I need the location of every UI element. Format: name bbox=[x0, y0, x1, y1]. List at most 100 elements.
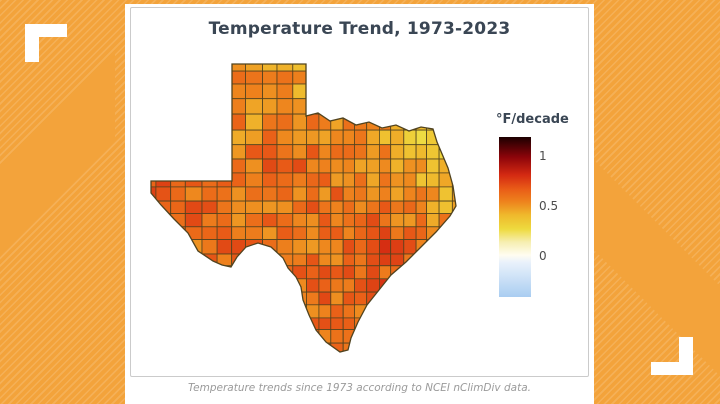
county-cell bbox=[276, 239, 294, 255]
county-cell bbox=[276, 158, 294, 174]
county-cell bbox=[318, 213, 332, 228]
county-cell bbox=[292, 226, 307, 241]
county-cell bbox=[342, 172, 356, 188]
county-cell bbox=[306, 239, 320, 255]
county-cell bbox=[354, 200, 368, 215]
county-cell bbox=[276, 70, 294, 85]
county-cell bbox=[366, 278, 380, 293]
colorbar-tick-label: 0.5 bbox=[539, 199, 559, 213]
county-cell bbox=[201, 186, 218, 202]
county-cell bbox=[245, 200, 264, 215]
county-cell bbox=[292, 239, 307, 255]
county-cell bbox=[354, 317, 368, 330]
county-cell bbox=[403, 239, 417, 255]
county-cell bbox=[245, 70, 264, 85]
county-cell bbox=[366, 253, 380, 267]
county-cell bbox=[378, 172, 392, 188]
county-cell bbox=[292, 158, 307, 174]
county-cell bbox=[366, 186, 380, 202]
county-cell bbox=[342, 186, 356, 202]
county-cell bbox=[231, 265, 247, 280]
county-cell bbox=[170, 172, 186, 188]
state-outline bbox=[150, 63, 457, 353]
county-cell bbox=[184, 213, 203, 228]
county-cell bbox=[330, 226, 344, 241]
county-cell bbox=[342, 278, 356, 293]
county-cell bbox=[170, 213, 186, 228]
county-cell bbox=[415, 158, 428, 174]
county-cell bbox=[403, 200, 417, 215]
county-cell bbox=[342, 239, 356, 255]
background-band bbox=[594, 160, 720, 376]
county-cell bbox=[216, 239, 233, 255]
county-cell bbox=[155, 213, 172, 228]
county-cell bbox=[378, 253, 392, 267]
county-cell bbox=[342, 329, 356, 344]
county-cell bbox=[306, 226, 320, 241]
county-cell bbox=[378, 158, 392, 174]
county-cell bbox=[354, 265, 368, 280]
corner-bracket-top-left-icon bbox=[25, 24, 67, 62]
county-cell bbox=[342, 113, 356, 131]
county-cell bbox=[354, 226, 368, 241]
county-cell bbox=[306, 265, 320, 280]
county-cell bbox=[170, 186, 186, 202]
county-cell bbox=[262, 129, 278, 146]
county-cell bbox=[403, 158, 417, 174]
county-cell bbox=[390, 129, 405, 146]
county-cell bbox=[245, 213, 264, 228]
county-cell bbox=[231, 186, 247, 202]
county-cell bbox=[415, 172, 428, 188]
county-cell bbox=[306, 144, 320, 160]
county-cell bbox=[403, 172, 417, 188]
county-cell bbox=[276, 226, 294, 241]
colorbar-unit-label: °F/decade bbox=[496, 112, 569, 127]
county-cell bbox=[330, 278, 344, 293]
county-cell bbox=[306, 129, 320, 146]
county-cell bbox=[306, 304, 320, 319]
county-cell bbox=[318, 278, 332, 293]
county-cell bbox=[231, 144, 247, 160]
county-cell bbox=[276, 98, 294, 115]
county-cell bbox=[276, 129, 294, 146]
county-cell bbox=[378, 144, 392, 160]
county-cell bbox=[354, 113, 368, 131]
county-cell bbox=[342, 200, 356, 215]
county-cell bbox=[415, 144, 428, 160]
county-cell bbox=[318, 144, 332, 160]
county-cell bbox=[415, 186, 428, 202]
county-cell bbox=[151, 172, 157, 188]
county-cell bbox=[438, 226, 453, 241]
county-cell bbox=[318, 239, 332, 255]
county-cell bbox=[262, 158, 278, 174]
county-cell bbox=[216, 186, 233, 202]
county-cell bbox=[403, 144, 417, 160]
county-cell bbox=[403, 129, 417, 146]
county-cell bbox=[451, 200, 456, 215]
county-cell bbox=[342, 144, 356, 160]
county-cell bbox=[318, 291, 332, 306]
county-cell bbox=[245, 144, 264, 160]
county-cell bbox=[354, 329, 368, 344]
county-cell bbox=[366, 200, 380, 215]
county-cell bbox=[155, 172, 172, 188]
county-cell bbox=[390, 253, 405, 267]
county-cell bbox=[390, 200, 405, 215]
county-cell bbox=[426, 226, 440, 241]
county-cell bbox=[262, 200, 278, 215]
county-cell bbox=[378, 129, 392, 146]
county-cell bbox=[426, 172, 440, 188]
county-cell bbox=[451, 172, 456, 188]
county-cell bbox=[426, 239, 440, 255]
county-cell bbox=[330, 317, 344, 330]
county-cell bbox=[306, 113, 320, 131]
county-cell bbox=[184, 186, 203, 202]
county-cell bbox=[245, 186, 264, 202]
county-cell bbox=[318, 98, 332, 115]
county-cell bbox=[231, 113, 247, 131]
county-cell bbox=[354, 144, 368, 160]
county-cell bbox=[354, 129, 368, 146]
county-cell bbox=[245, 158, 264, 174]
